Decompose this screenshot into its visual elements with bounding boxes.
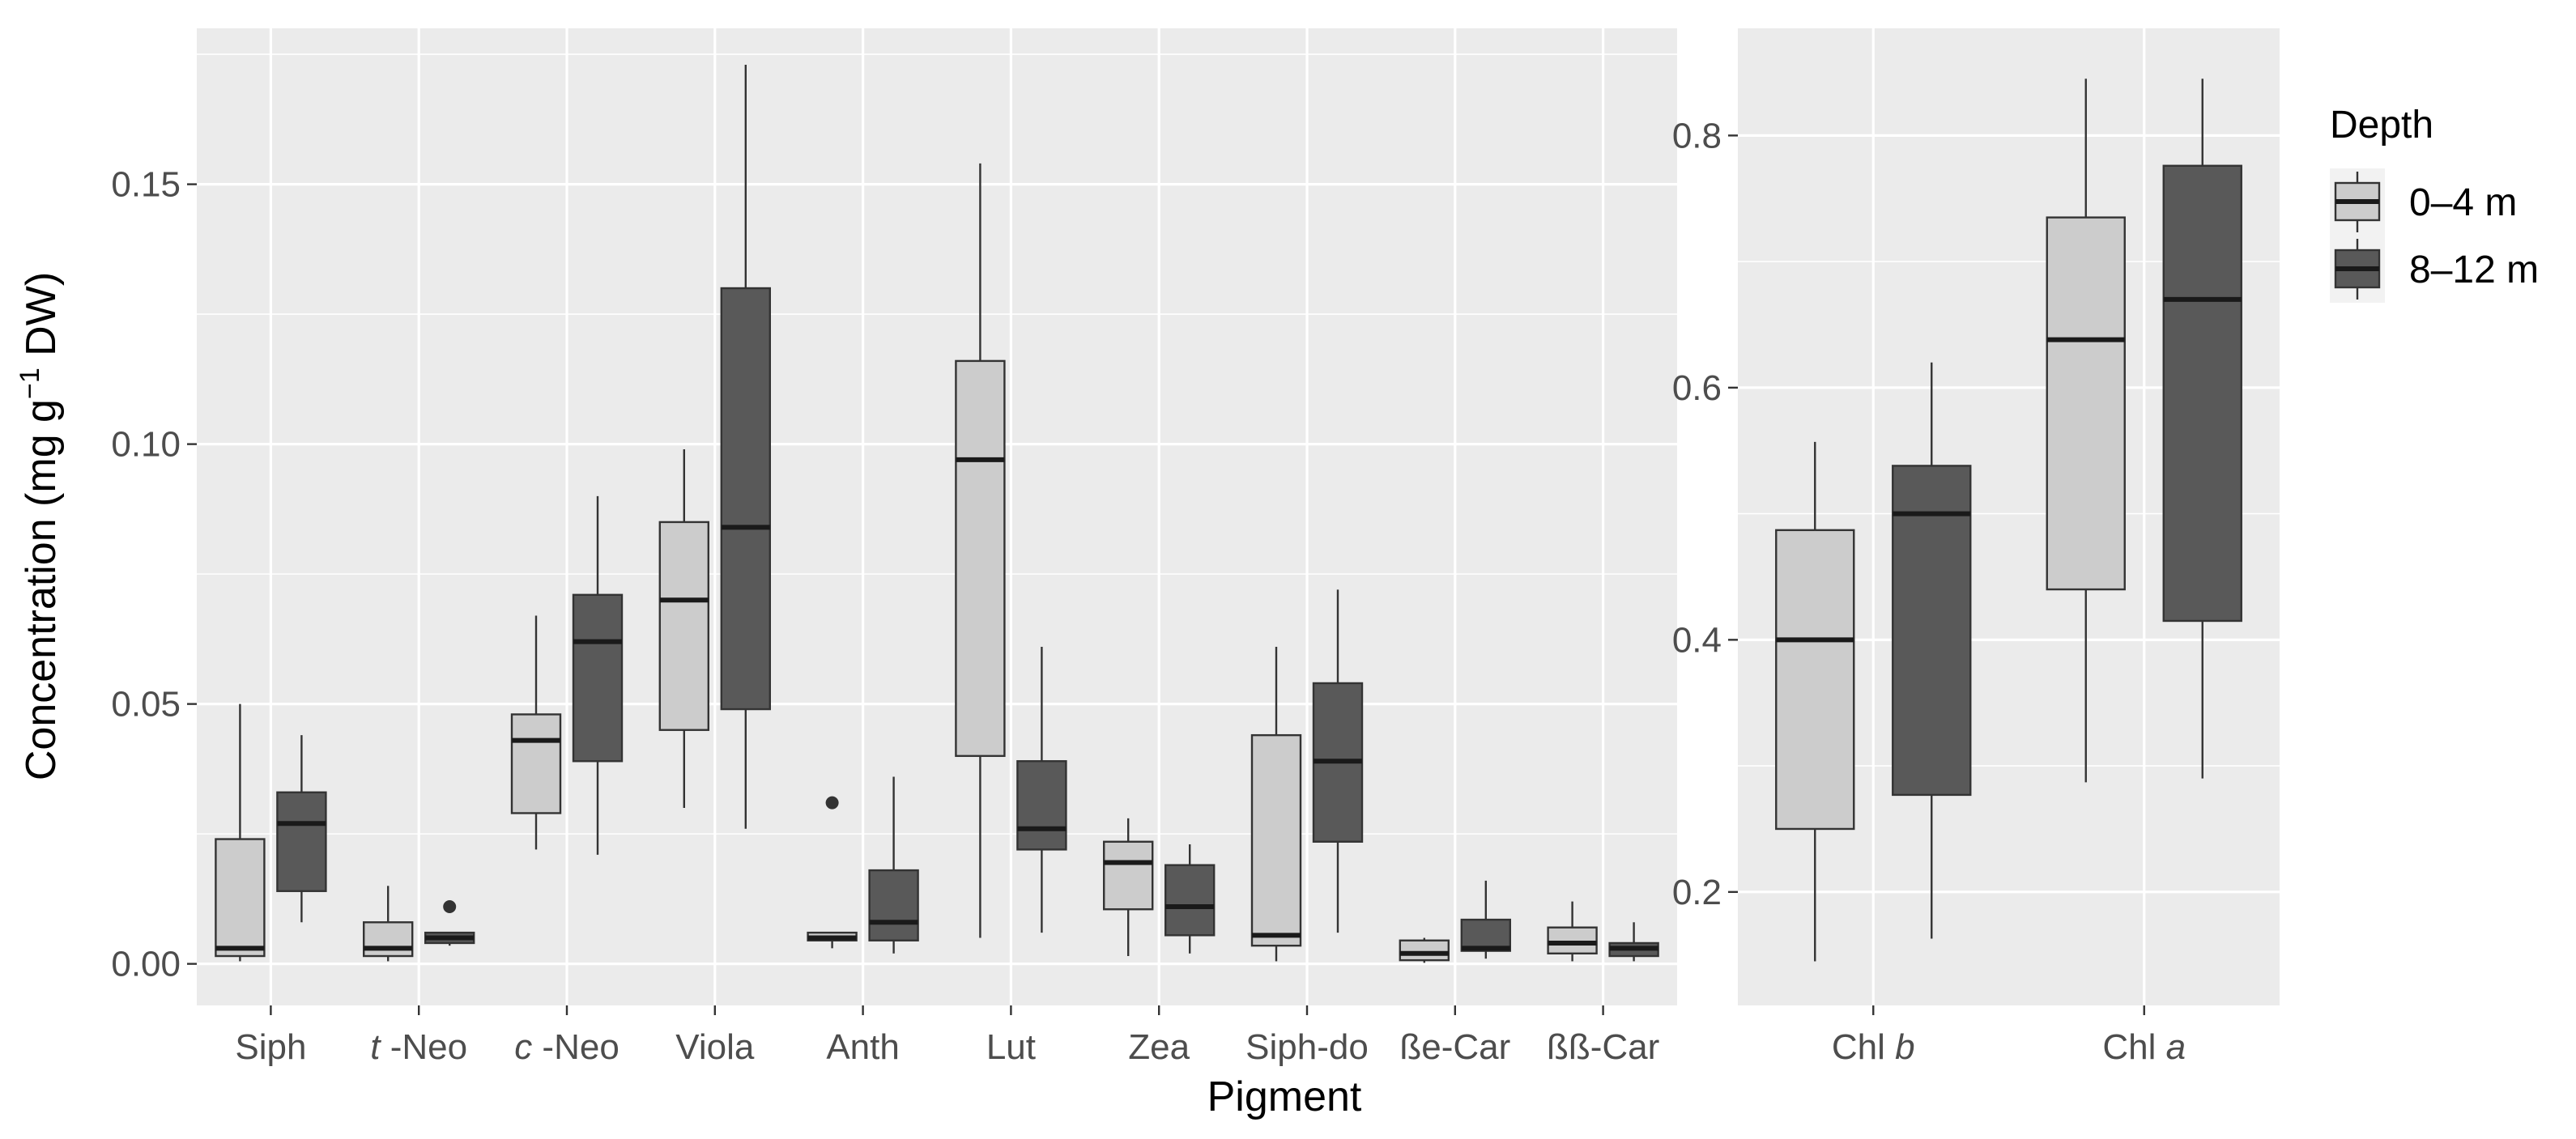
box-carotenoid-5-series-1 bbox=[1016, 647, 1067, 933]
box-carotenoid-7-series-0 bbox=[1250, 647, 1302, 962]
iqr-box bbox=[955, 359, 1006, 758]
legend-label: 8–12 m bbox=[2409, 249, 2539, 291]
box-chlorophyll-0-series-0 bbox=[1775, 441, 1855, 962]
iqr-box bbox=[868, 869, 919, 941]
box-chlorophyll-0-series-1 bbox=[1892, 362, 1972, 939]
box-carotenoid-6-series-1 bbox=[1164, 844, 1216, 954]
x-tick-label: Viola bbox=[675, 1027, 755, 1067]
box-carotenoid-5-series-0 bbox=[955, 163, 1006, 938]
y-tick-label: 0.15 bbox=[111, 165, 181, 205]
iqr-box bbox=[1892, 465, 1972, 797]
box-chlorophyll-1-series-0 bbox=[2046, 79, 2126, 783]
box-carotenoid-8-series-1 bbox=[1460, 880, 1512, 959]
box-carotenoid-2-series-1 bbox=[572, 495, 624, 855]
y-tick-label: 0.05 bbox=[111, 685, 181, 725]
iqr-box bbox=[572, 593, 624, 763]
x-tick-label: Anth bbox=[826, 1027, 900, 1067]
box-carotenoid-3-series-0 bbox=[658, 449, 709, 809]
iqr-box bbox=[1016, 760, 1067, 851]
panel-background bbox=[197, 28, 1677, 1005]
x-axis-title: Pigment bbox=[1207, 1073, 1362, 1120]
x-tick-label: Chl b bbox=[1832, 1027, 1915, 1067]
box-carotenoid-8-series-0 bbox=[1399, 937, 1450, 963]
legend-key-0 bbox=[2330, 168, 2385, 236]
x-tick-label: Siph-do bbox=[1245, 1027, 1369, 1067]
x-tick-label: Chl a bbox=[2102, 1027, 2186, 1067]
box-carotenoid-9-series-0 bbox=[1547, 901, 1598, 962]
y-tick-label: 0.4 bbox=[1672, 620, 1722, 660]
iqr-box bbox=[276, 791, 327, 892]
box-carotenoid-9-series-1 bbox=[1608, 922, 1659, 962]
box-carotenoid-6-series-0 bbox=[1102, 818, 1154, 957]
box-carotenoid-1-series-0 bbox=[363, 886, 414, 962]
iqr-box bbox=[1460, 918, 1512, 952]
iqr-box bbox=[1102, 840, 1154, 911]
box-carotenoid-3-series-1 bbox=[720, 64, 771, 829]
iqr-box bbox=[1164, 864, 1216, 937]
box-carotenoid-0-series-1 bbox=[276, 735, 327, 923]
iqr-box bbox=[2046, 216, 2126, 591]
iqr-box bbox=[1250, 733, 1302, 947]
box-chlorophyll-1-series-1 bbox=[2162, 79, 2242, 779]
y-tick-label: 0.8 bbox=[1672, 116, 1722, 155]
iqr-box bbox=[363, 921, 414, 958]
y-tick-label: 0.00 bbox=[111, 945, 181, 984]
y-axis-title: Concentration (mg g−1 DW) bbox=[15, 272, 65, 780]
box-carotenoid-7-series-1 bbox=[1312, 589, 1364, 933]
x-tick-label: t -Neo bbox=[370, 1027, 467, 1067]
box-carotenoid-1-series-1 bbox=[424, 900, 475, 946]
iqr-box bbox=[1547, 926, 1598, 954]
iqr-box bbox=[1399, 939, 1450, 962]
carotenoid-panel: 0.00 0.05 0.10 0.15 Siph t -Neo c -Neo Viola Ant… bbox=[111, 28, 1677, 1067]
x-tick-label: Siph bbox=[235, 1027, 306, 1067]
outlier-point bbox=[825, 796, 839, 810]
legend-label: 0–4 m bbox=[2409, 181, 2517, 224]
legend-title: Depth bbox=[2330, 104, 2433, 147]
legend-key-1 bbox=[2330, 236, 2385, 303]
legend: Depth 0–4 m 8–12 m bbox=[2330, 104, 2539, 303]
box-carotenoid-4-series-0 bbox=[807, 796, 858, 949]
iqr-box bbox=[1775, 529, 1855, 831]
x-tick-label: c -Neo bbox=[514, 1027, 620, 1067]
box-carotenoid-0-series-0 bbox=[215, 703, 266, 962]
box-carotenoid-4-series-1 bbox=[868, 776, 919, 954]
iqr-box bbox=[658, 521, 709, 731]
iqr-box bbox=[720, 287, 771, 711]
x-tick-label: Lut bbox=[986, 1027, 1036, 1067]
y-tick-label: 0.2 bbox=[1672, 873, 1722, 912]
x-tick-label: Zea bbox=[1128, 1027, 1190, 1067]
iqr-box bbox=[2162, 164, 2242, 623]
iqr-box bbox=[510, 713, 562, 814]
iqr-box bbox=[215, 838, 266, 958]
box-carotenoid-2-series-0 bbox=[510, 615, 562, 850]
y-tick-label: 0.10 bbox=[111, 425, 181, 465]
y-tick-label: 0.6 bbox=[1672, 368, 1722, 408]
x-tick-label: ße-Car bbox=[1399, 1027, 1510, 1067]
outlier-point bbox=[443, 900, 457, 914]
x-tick-label: ßß-Car bbox=[1547, 1027, 1659, 1067]
chlorophyll-panel: 0.2 0.4 0.6 0.8 Chl b Chl a bbox=[1672, 28, 2280, 1067]
